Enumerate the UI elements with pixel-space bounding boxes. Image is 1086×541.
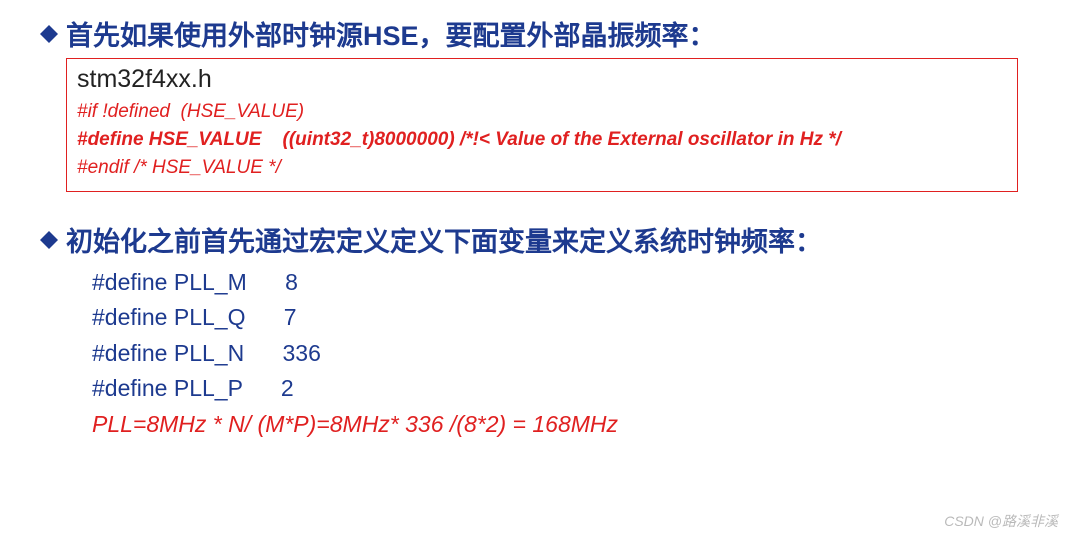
code-line-2: #define HSE_VALUE ((uint32_t)8000000) /*… — [77, 126, 1007, 154]
code-line-3: #endif /* HSE_VALUE */ — [77, 154, 1007, 182]
code-line-1: #if !defined (HSE_VALUE) — [77, 98, 1007, 126]
section1-title: 首先如果使用外部时钟源HSE，要配置外部晶振频率： — [66, 18, 716, 54]
watermark: CSDN @路溪非溪 — [944, 511, 1058, 531]
defines-block: #define PLL_M 8 #define PLL_Q 7 #define … — [92, 265, 1046, 443]
section2-title: 初始化之前首先通过宏定义定义下面变量来定义系统时钟频率： — [66, 224, 822, 260]
diamond-bullet-icon — [40, 231, 58, 249]
define-line: #define PLL_Q 7 — [92, 300, 1046, 336]
section-2: 初始化之前首先通过宏定义定义下面变量来定义系统时钟频率： #define PLL… — [40, 224, 1046, 443]
define-line: #define PLL_P 2 — [92, 371, 1046, 407]
code-box: stm32f4xx.h #if !defined (HSE_VALUE) #de… — [66, 58, 1018, 192]
define-line: #define PLL_N 336 — [92, 336, 1046, 372]
section-1: 首先如果使用外部时钟源HSE，要配置外部晶振频率： stm32f4xx.h #i… — [40, 18, 1046, 192]
diamond-bullet-icon — [40, 25, 58, 43]
file-name: stm32f4xx.h — [77, 65, 1007, 94]
formula-line: PLL=8MHz * N/ (M*P)=8MHz* 336 /(8*2) = 1… — [92, 407, 1046, 443]
define-line: #define PLL_M 8 — [92, 265, 1046, 301]
bullet-row-2: 初始化之前首先通过宏定义定义下面变量来定义系统时钟频率： — [40, 224, 1046, 260]
bullet-row-1: 首先如果使用外部时钟源HSE，要配置外部晶振频率： — [40, 18, 1046, 54]
